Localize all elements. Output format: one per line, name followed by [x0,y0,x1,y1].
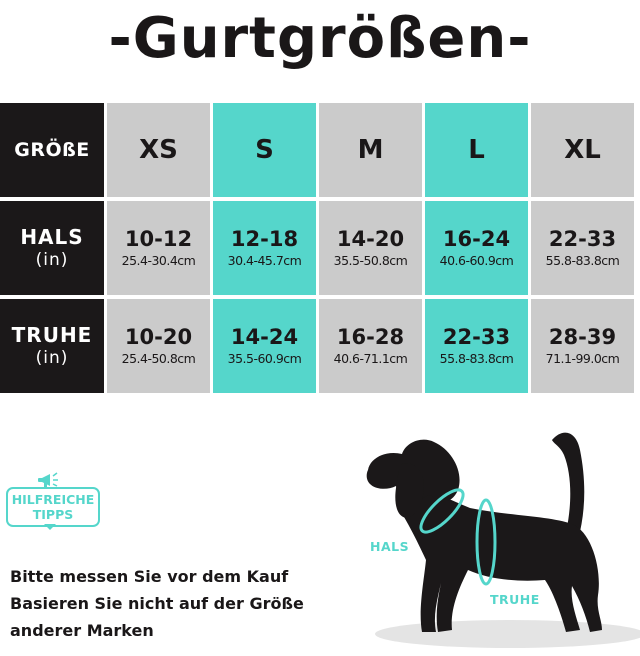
truhe-s-cell: 14-24 35.5-60.9cm [213,299,316,393]
dog-silhouette-icon [366,432,640,648]
size-header-xl: XL [531,103,634,197]
hals-m-cell: 14-20 35.5-50.8cm [319,201,422,295]
size-header-xs: XS [107,103,210,197]
size-chart-table: GRÖßE XS S M L XL HALS (in) 10-12 25.4-30… [0,103,634,393]
tips-text: Bitte messen Sie vor dem Kauf Basieren S… [10,563,304,644]
truhe-m-cell: 16-28 40.6-71.1cm [319,299,422,393]
truhe-xs-cell: 10-20 25.4-50.8cm [107,299,210,393]
hals-l-cell: 16-24 40.6-60.9cm [425,201,528,295]
helpful-tips-badge: HILFREICHE TIPPS [6,487,100,527]
truhe-l-cell: 22-33 55.8-83.8cm [425,299,528,393]
page-title: -Gurtgrößen- [108,6,532,71]
tip-line-3: anderer Marken [10,621,154,640]
hals-xs-cell: 10-12 25.4-30.4cm [107,201,210,295]
size-header-m: M [319,103,422,197]
size-header-s: S [213,103,316,197]
hals-xl-cell: 22-33 55.8-83.8cm [531,201,634,295]
tip-line-1: Bitte messen Sie vor dem Kauf [10,567,289,586]
header-size-label-cell: GRÖßE [0,103,104,197]
megaphone-icon [38,472,58,488]
row-label-hals: HALS (in) [0,201,104,295]
truhe-xl-cell: 28-39 71.1-99.0cm [531,299,634,393]
chest-label: TRUHE [490,592,540,607]
row-label-truhe: TRUHE (in) [0,299,104,393]
header-size-label: GRÖßE [14,139,90,161]
hals-s-cell: 12-18 30.4-45.7cm [213,201,316,295]
badge-tail [44,524,56,530]
neck-label: HALS [370,539,410,554]
tip-line-2: Basieren Sie nicht auf der Größe [10,594,304,613]
size-header-l: L [425,103,528,197]
